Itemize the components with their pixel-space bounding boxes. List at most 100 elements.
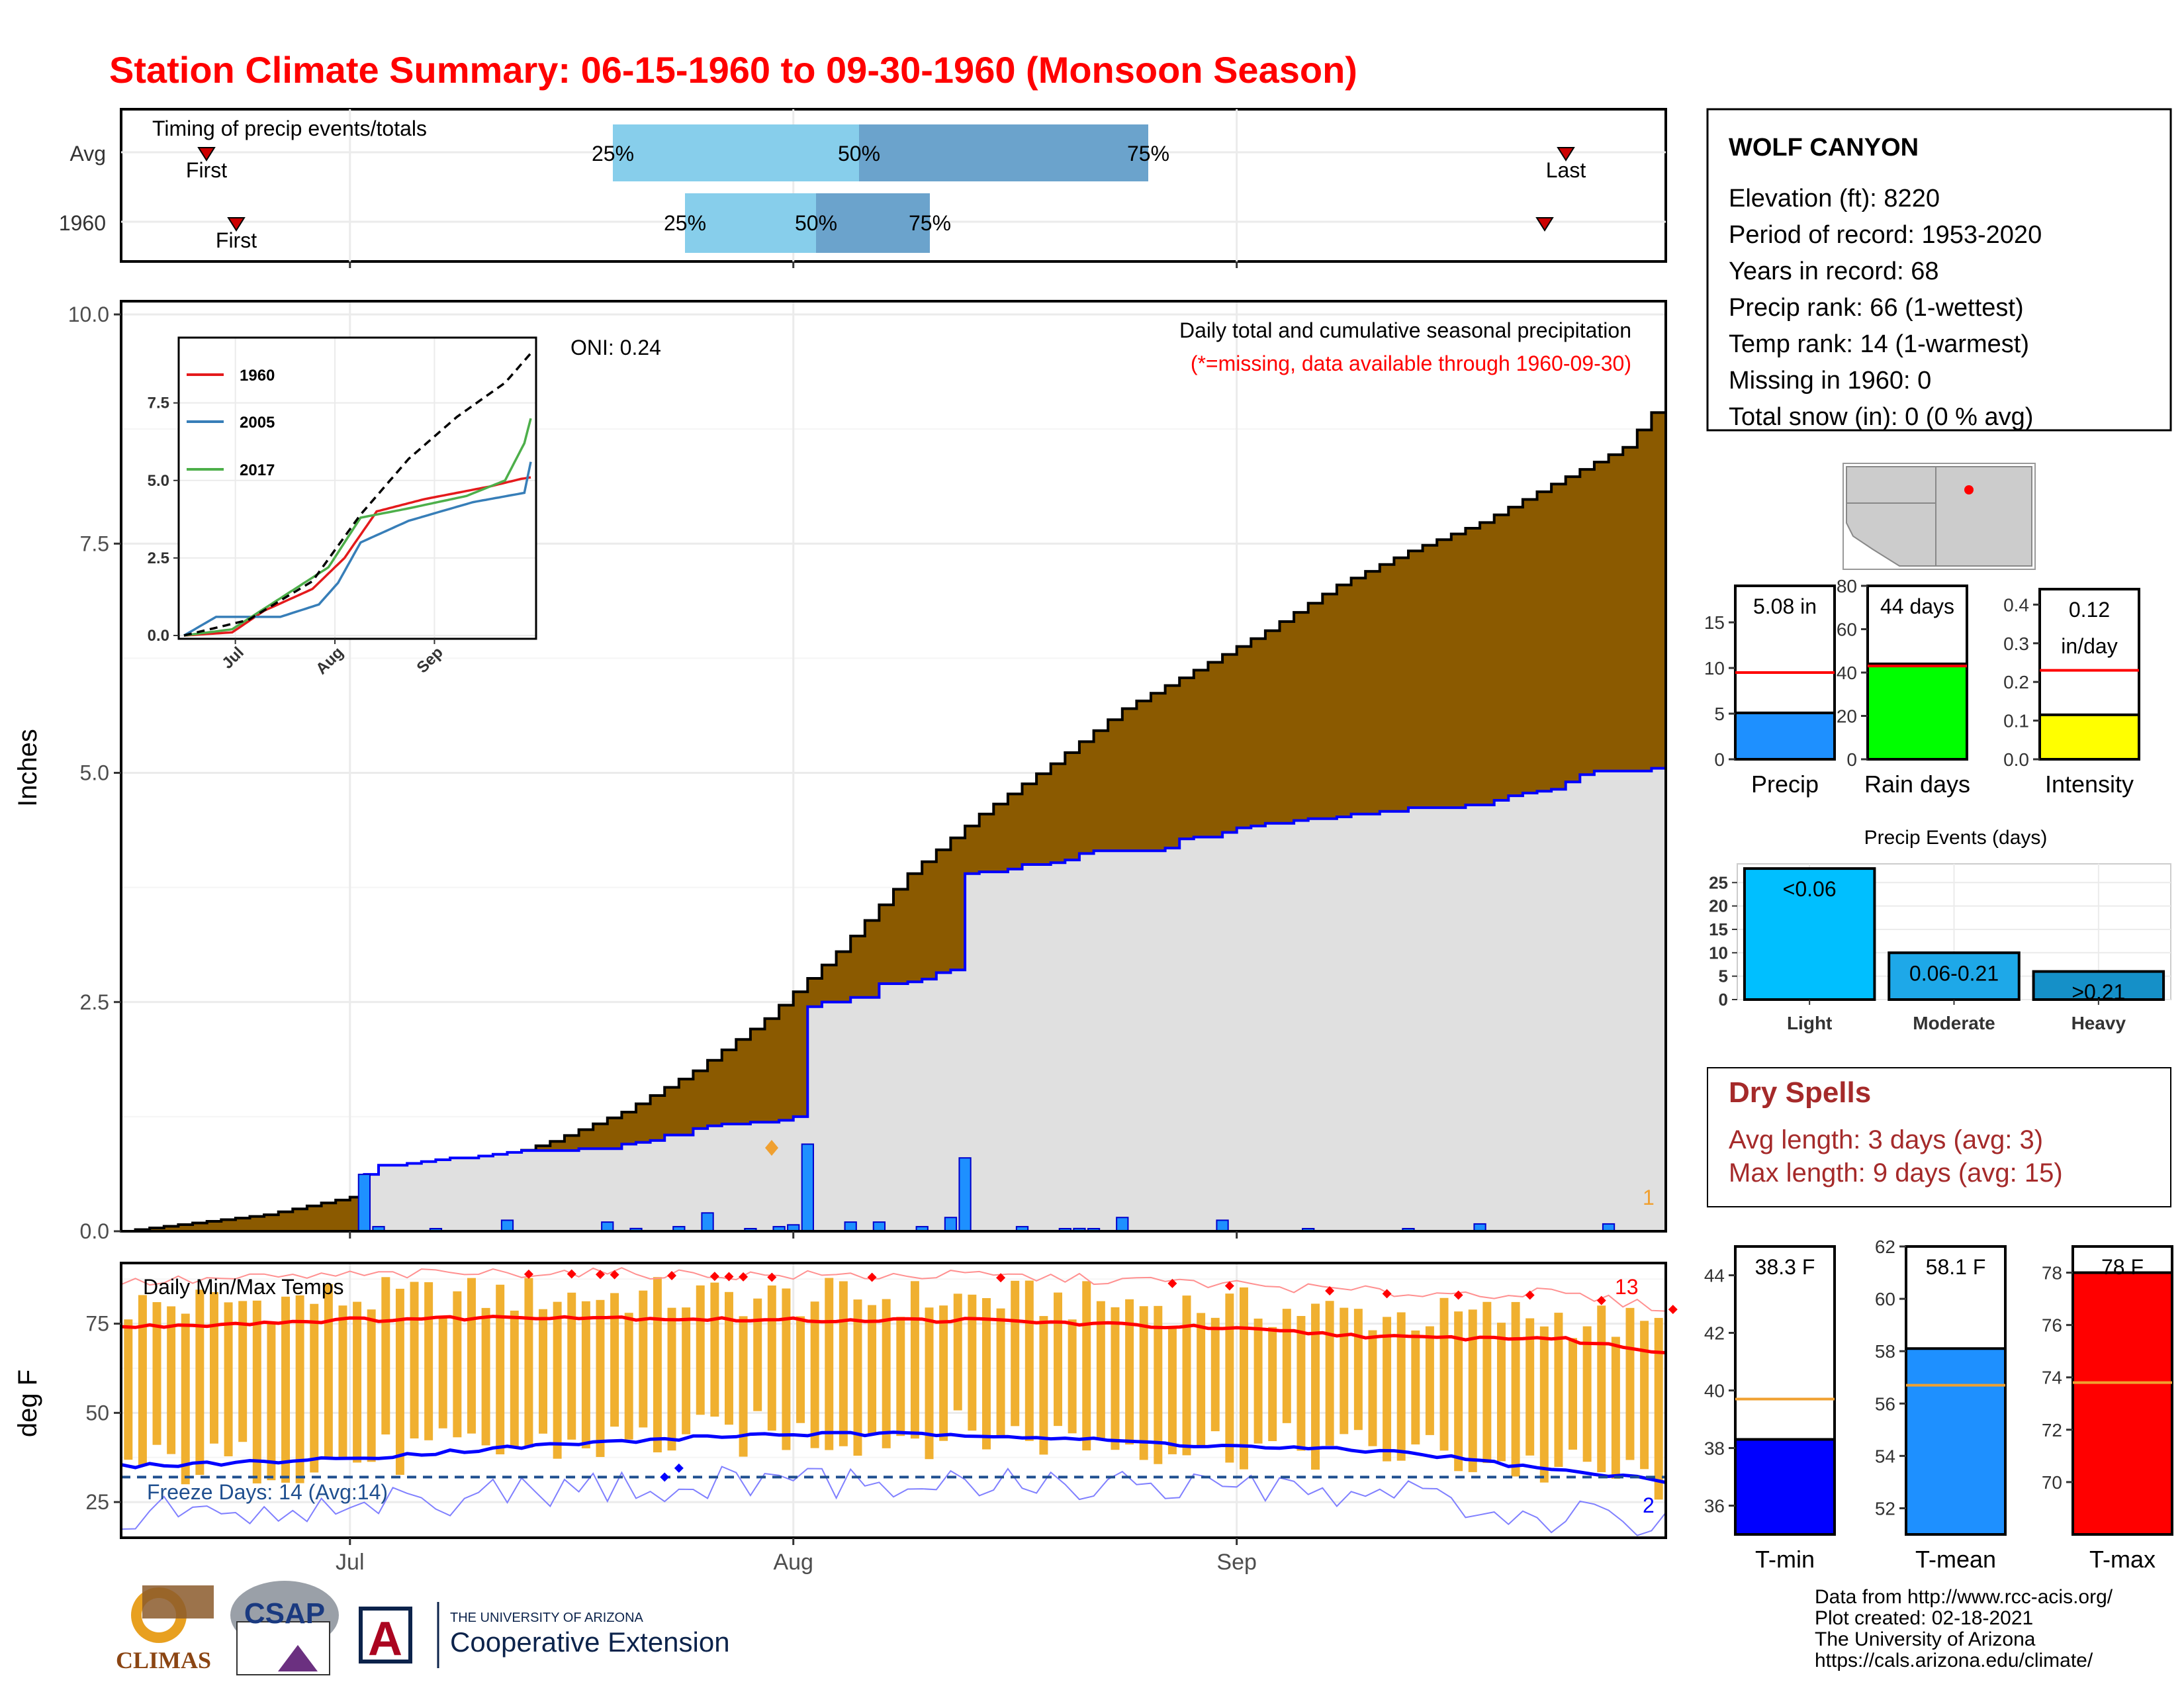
daily-temp-range-bar [653,1277,662,1453]
record-high-marker [1325,1286,1335,1296]
daily-temp-range-bar [1569,1338,1578,1450]
inset-line-2005 [183,461,532,637]
page-title: Station Climate Summary: 06-15-1960 to 0… [109,49,1357,91]
tmax-avg-line [120,1315,1666,1354]
season-tick-label: 0.3 [2003,633,2029,654]
avg-first-marker [197,147,216,162]
daily-temp-range-bar [252,1300,261,1483]
daily-temp-range-bar [1482,1301,1492,1464]
record-low-marker [660,1472,670,1482]
daily-temp-range-bar [438,1316,447,1429]
station-line-1: Period of record: 1953-2020 [1729,221,2042,249]
precip-panel: Daily total and cumulative seasonal prec… [13,300,1667,1243]
temp-tick-label: 36 [1704,1496,1725,1517]
daily-temp-range-bar [968,1294,977,1431]
record-low-marker [674,1463,684,1473]
daily-temp-range-bar [1111,1307,1120,1450]
record-high-marker [567,1269,576,1279]
season-tick-label: 0.1 [2003,711,2029,731]
daily-temp-range-bar [1611,1336,1620,1479]
daily-temp-range-bar [324,1284,333,1458]
temp-value-text: 78 F [2101,1255,2144,1279]
season-tick-label: 0 [1846,749,1857,770]
precip-events-chart: Precip Events (days) 0 5 10 15 20 25 <0.06 Ligh… [1709,827,2171,1033]
temp-tick-label: 54 [1875,1446,1895,1466]
precip-events-title: Precip Events (days) [1864,827,2048,849]
year-q25-label: 25% [664,211,706,235]
daily-temp-range-bar [1154,1305,1163,1464]
daily-temp-range-bar [1625,1307,1635,1460]
record-high-line [120,1267,1666,1312]
inset-legend-1960: 1960 [240,367,275,385]
temp-value-bar [2071,1271,2173,1536]
dry-spells-avg: Avg length: 3 days (avg: 3) [1729,1125,2043,1154]
season-axis-label: Rain days [1864,771,1970,798]
daily-temp-range-bar [1182,1295,1191,1456]
events-ytick-label: 25 [1709,872,1728,892]
record-high-marker [1382,1289,1392,1299]
temp-value-bar [1905,1347,2007,1536]
daily-temp-range-bar [453,1291,462,1438]
record-high-marker [1167,1278,1177,1288]
temp-tick-label: 52 [1875,1498,1895,1519]
ua-cooperative-extension-logo[interactable]: A THE UNIVERSITY OF ARIZONA Cooperative … [359,1602,730,1668]
daily-temp-range-bar [1411,1330,1420,1445]
events-bar-label: 0.06-0.21 [1909,961,1999,985]
daily-precip-bar [500,1219,514,1233]
daily-temp-range-bar [1468,1309,1477,1472]
temp-tick-label: 58 [1875,1341,1895,1362]
temp-axis-label: T-mean [1915,1546,1996,1573]
daily-temp-range-bar [882,1299,891,1448]
daily-temp-range-bar [152,1302,161,1445]
daily-precip-bar [958,1157,972,1232]
station-info: WOLF CANYON Elevation (ft): 8220 Period … [1706,108,2172,432]
season-value-bar [2038,713,2140,761]
daily-temp-range-bar [1054,1292,1063,1427]
daily-temp-range-bar [1496,1323,1506,1462]
footer-line-3: https://cals.arizona.edu/climate/ [1815,1650,2093,1671]
temp-tick-label: 72 [2042,1420,2062,1440]
daily-precip-bar [357,1174,371,1233]
footer-line-1: Plot created: 02-18-2021 [1815,1607,2033,1629]
season-tick-label: 0.4 [2003,594,2029,615]
daily-temp-range-bar [1368,1330,1377,1446]
daily-temp-range-bar [1268,1327,1277,1442]
avg-last-marker [1557,147,1575,162]
locator-map [1843,463,2036,570]
daily-temp-range-bar [739,1316,748,1457]
daily-temp-range-bar [910,1281,919,1439]
station-line-2: Years in record: 68 [1729,258,1939,285]
daily-temp-range-bar [1282,1309,1291,1423]
daily-temp-range-bar [868,1305,877,1434]
daily-temp-range-bar [825,1278,834,1450]
season-value-bar [1734,711,1836,761]
daily-temp-range-bar [610,1293,619,1427]
season-value-text: 44 days [1880,594,1954,618]
daily-temp-range-bar [367,1309,376,1462]
timing-label: Timing of precip events/totals [152,117,427,140]
record-high-marker [1224,1281,1234,1291]
csap-logo[interactable]: CSAP [230,1581,339,1675]
daily-temp-range-bar [667,1307,676,1451]
temp-tick-label: 60 [1875,1289,1895,1309]
record-high-marker [709,1272,719,1282]
temp-axis-label: T-min [1755,1546,1815,1573]
inset-line-avg [183,352,532,637]
season-tick-label: 5 [1714,704,1725,724]
events-bar-label: <0.06 [1783,877,1837,901]
avg-q75-label: 75% [1127,142,1169,165]
events-ytick-label: 15 [1709,919,1728,939]
season-tick-label: 20 [1837,706,1857,727]
daily-temp-range-bar [682,1307,691,1434]
inset-ytick-label: 5.0 [148,472,169,490]
daily-temp-range-bar [896,1317,905,1436]
daily-temp-range-bar [724,1291,733,1425]
climas-logo[interactable]: CLIMAS [116,1585,214,1673]
daily-temp-range-bar [1525,1318,1535,1456]
season-value-text: 0.12 [2069,598,2110,622]
daily-temp-range-bar [1640,1321,1649,1470]
avg-first-label: First [186,158,227,182]
temp-tick-label: 38 [1704,1438,1725,1459]
temp-panel: Daily Min/Max Temps 13 Freeze Days: 14 (… [13,1262,1678,1575]
daily-temp-range-bar [1197,1313,1206,1446]
